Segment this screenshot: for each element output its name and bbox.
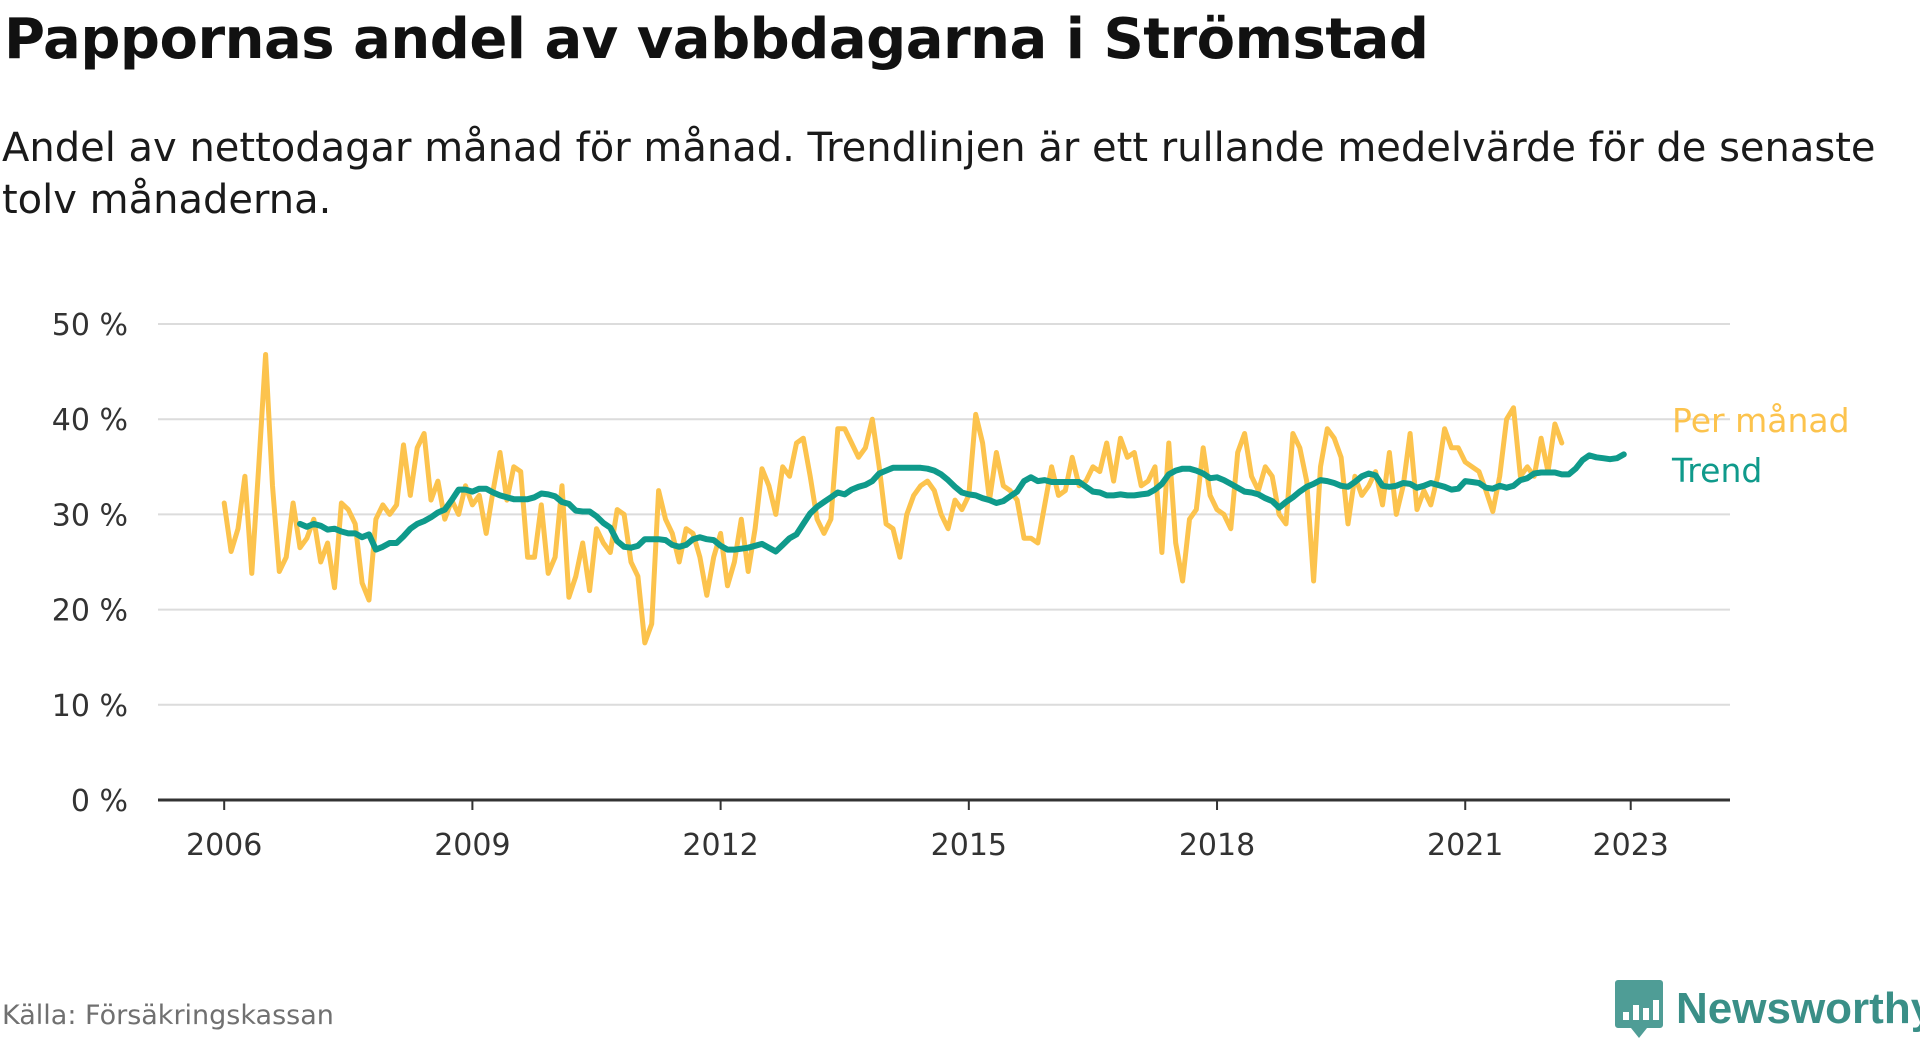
newsworthy-logo-icon (1615, 980, 1663, 1038)
y-tick-label: 20 % (52, 594, 128, 629)
y-tick-label: 0 % (71, 784, 128, 819)
series-line-trend (297, 451, 1627, 555)
series-label-trend: Trend (1671, 451, 1762, 490)
x-tick-label: 2015 (931, 828, 1007, 863)
source-note: Källa: Försäkringskassan (2, 1000, 334, 1031)
x-axis: 2006 2009 2012 2015 2018 2021 2023 (158, 798, 1730, 863)
newsworthy-logo: Newsworthy (1614, 978, 1920, 1040)
x-tick-label: 2018 (1179, 828, 1255, 863)
x-tick-label: 2012 (682, 828, 758, 863)
chart-title: Pappornas andel av vabbdagarna i Strömst… (4, 7, 1429, 72)
y-tick-label: 50 % (52, 308, 128, 343)
y-axis: 0 % 10 % 20 % 30 % 40 % 50 % (52, 308, 128, 819)
x-tick-label: 2009 (434, 828, 510, 863)
y-tick-label: 30 % (52, 498, 128, 533)
series-line-per-manad (221, 352, 1565, 646)
y-tick-label: 40 % (52, 403, 128, 438)
x-tick-label: 2006 (186, 828, 262, 863)
y-tick-label: 10 % (52, 689, 128, 724)
series-lines (221, 352, 1627, 646)
grid-lines (158, 323, 1730, 706)
series-label-per-manad: Per månad (1672, 401, 1850, 440)
x-tick-label: 2023 (1593, 828, 1669, 863)
chart-subtitle: Andel av nettodagar månad för månad. Tre… (2, 125, 1876, 223)
x-tick-label: 2021 (1427, 828, 1503, 863)
newsworthy-logo-text: Newsworthy (1676, 984, 1920, 1033)
